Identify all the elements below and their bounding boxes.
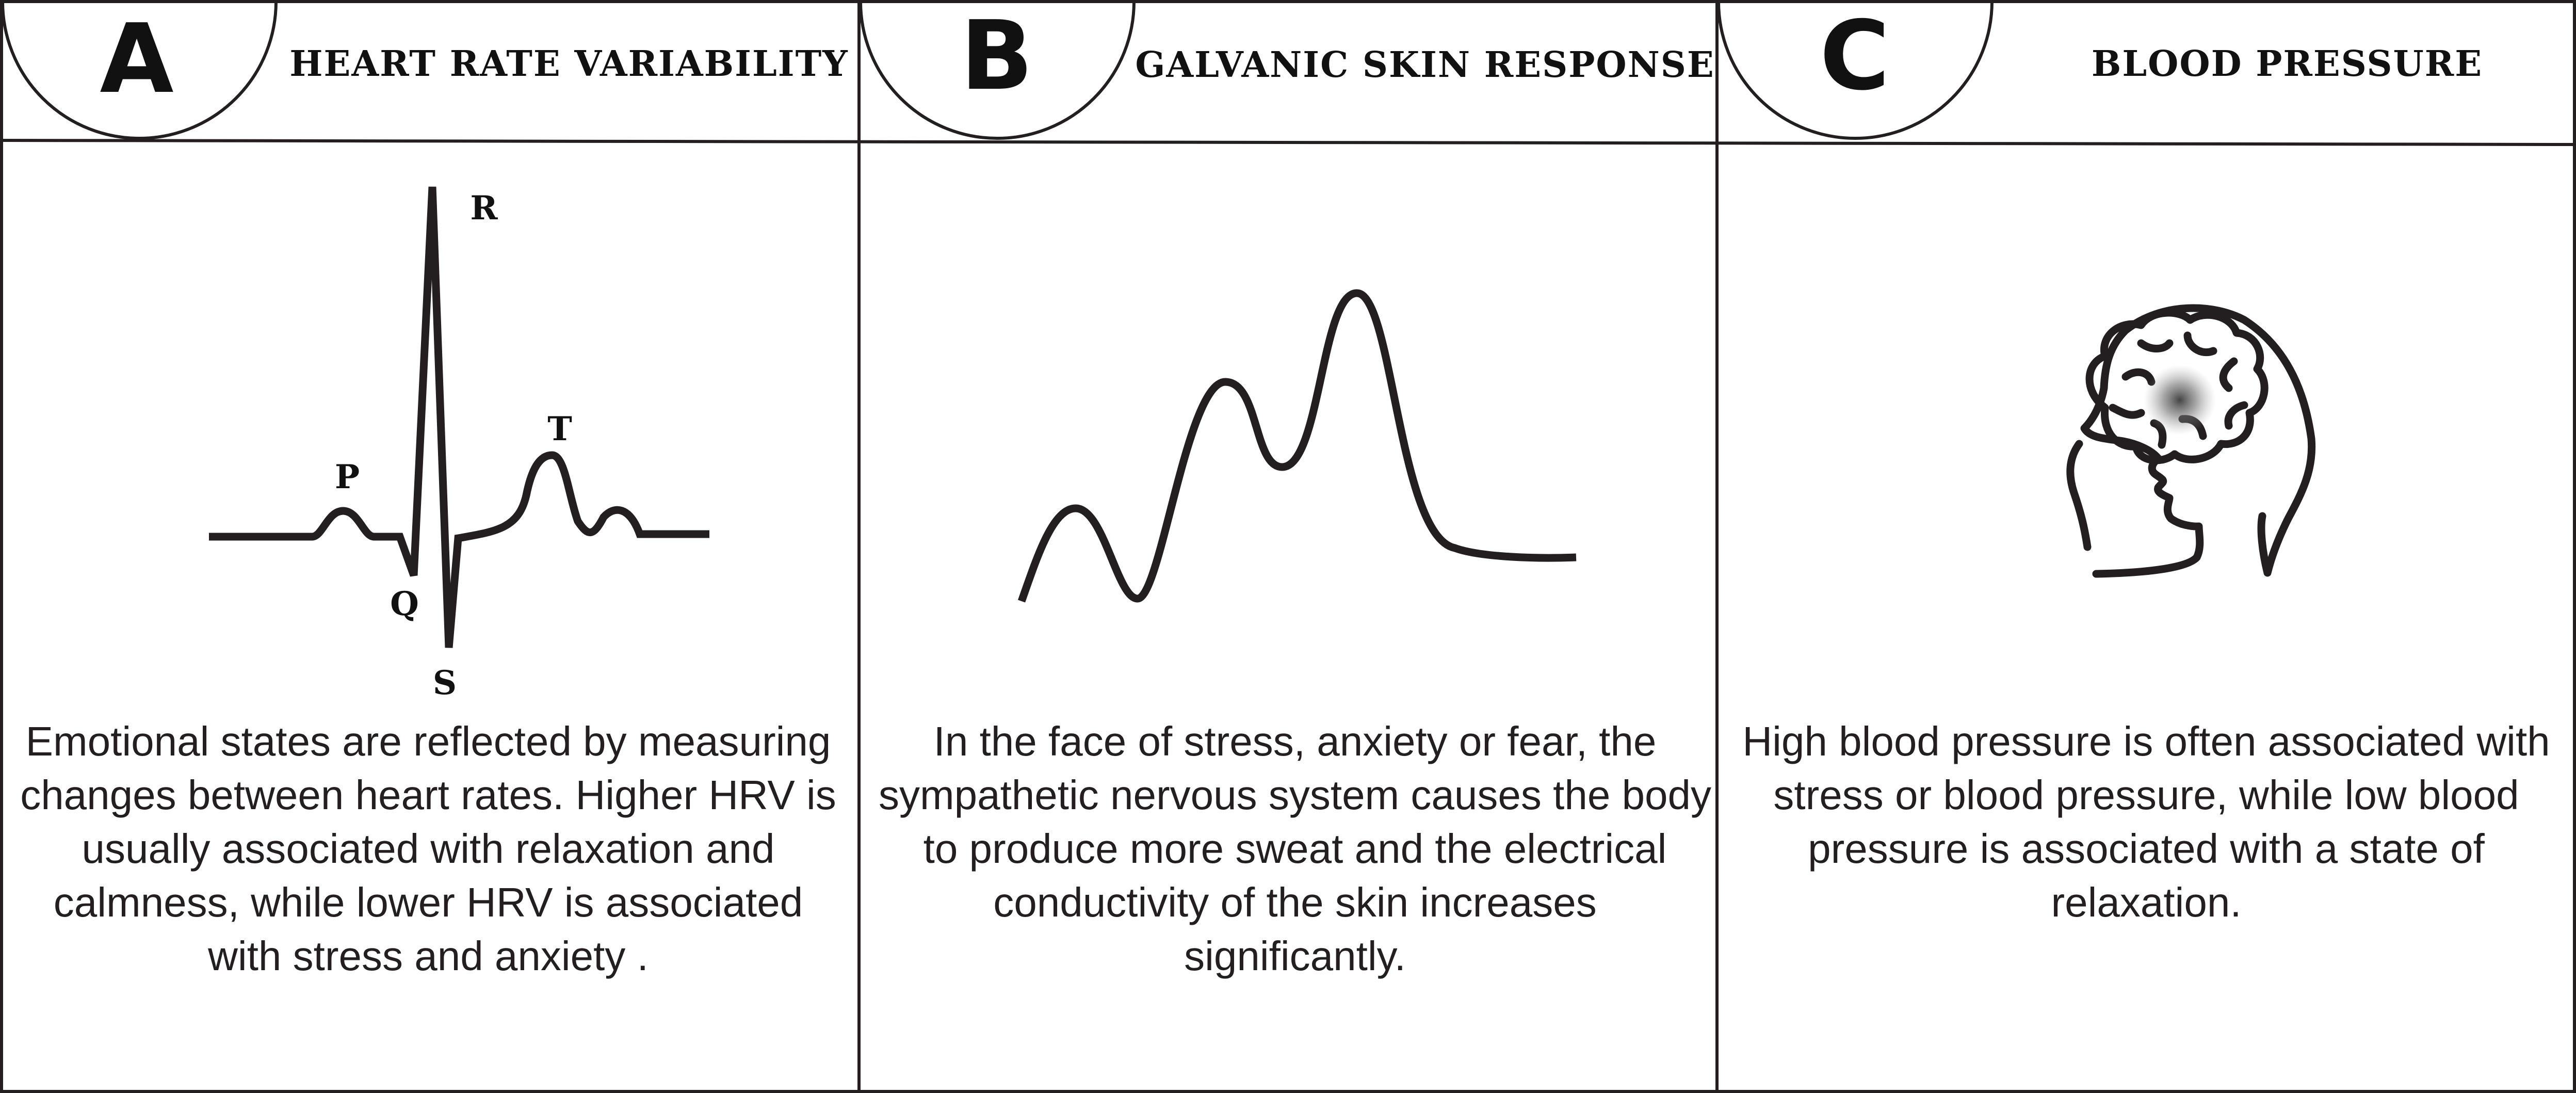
panel-letter-c: C — [1820, 0, 1890, 111]
panel-description-b: In the face of stress, anxiety or fear, … — [878, 718, 1712, 979]
tab-arc-c — [1717, 1, 1994, 140]
header-tabs — [1, 1, 1994, 140]
ecg-waveform-icon — [209, 186, 709, 648]
panel-title-a: HEART RATE VARIABILITY — [289, 43, 848, 85]
ecg-label-p: P — [335, 458, 360, 496]
panel-description-c: High blood pressure is often associated … — [1742, 718, 2550, 925]
panel-title-b: GALVANIC SKIN RESPONSE — [1135, 44, 1714, 86]
brain-highlight — [2144, 365, 2216, 435]
panel-letter-a: A — [100, 3, 173, 115]
ecg-label-q: Q — [390, 585, 419, 623]
tab-arc-b — [859, 1, 1136, 140]
head-brain-icon — [2066, 304, 2316, 578]
panel-letter-b: B — [960, 0, 1033, 111]
skin-conductance-curve-icon — [1017, 289, 1577, 603]
panel-title-c: BLOOD PRESSURE — [2092, 43, 2483, 85]
ecg-label-r: R — [470, 189, 498, 228]
panel-description-a: Emotional states are reflected by measur… — [20, 718, 836, 979]
tab-arc-a — [1, 1, 278, 140]
ecg-label-t: T — [547, 410, 572, 448]
ecg-label-s: S — [433, 664, 457, 702]
